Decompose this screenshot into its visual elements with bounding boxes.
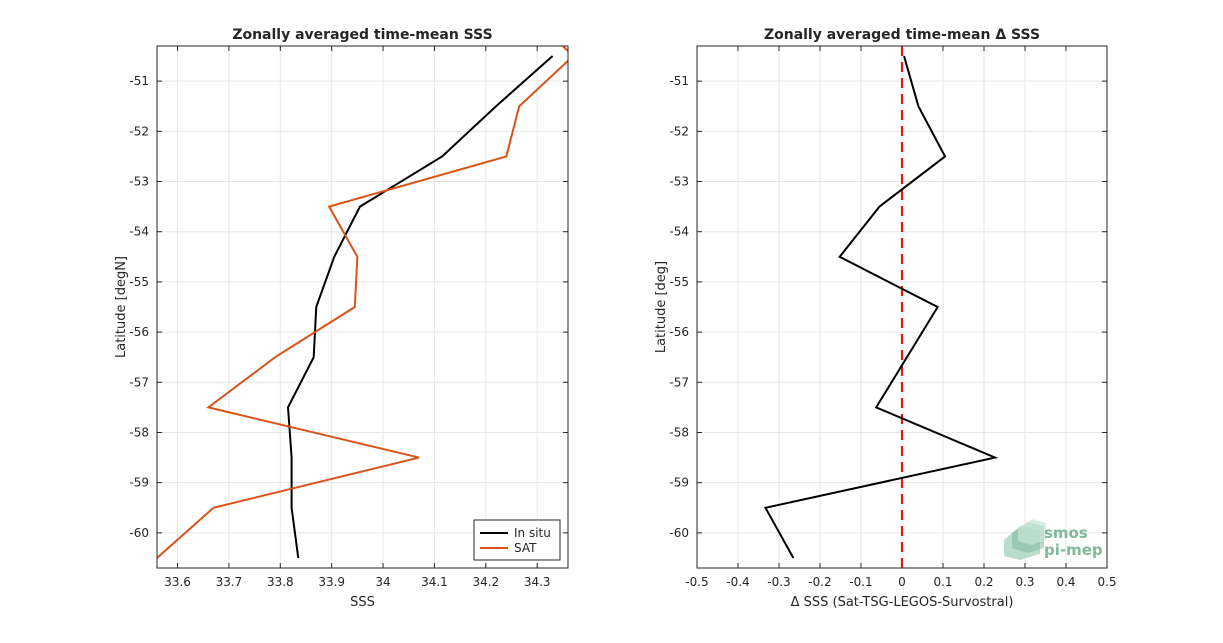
logo-line1: smos [1044, 524, 1088, 542]
y-tick-label: -53 [129, 175, 149, 189]
logo-line2: pi-mep [1044, 541, 1103, 559]
y-tick-label: -55 [129, 275, 149, 289]
y-tick-label: -54 [669, 225, 689, 239]
x-tick-label: 33.7 [216, 575, 243, 589]
x-axis-label: SSS [350, 595, 375, 610]
x-tick-label: 0.4 [1056, 575, 1075, 589]
logo-mark-icon [1004, 519, 1046, 560]
y-tick-label: -52 [129, 124, 149, 138]
y-tick-label: -56 [669, 325, 689, 339]
y-tick-label: -54 [129, 225, 149, 239]
x-tick-label: -0.4 [726, 575, 749, 589]
x-tick-label: 33.9 [318, 575, 345, 589]
plot-area [157, 46, 568, 568]
y-tick-label: -57 [669, 375, 689, 389]
axes-box [156, 45, 569, 569]
x-tick-label: -0.2 [808, 575, 831, 589]
y-tick-label: -58 [669, 425, 689, 439]
series-line-in-situ [286, 55, 554, 559]
smos-pi-mep-logo: smos pi-mep [1004, 519, 1103, 560]
left-panel: 33.6 33.7 33.8 33.9 34 34.1 34.2 34.3 -51 -52 -53 -… [114, 27, 569, 610]
series-line-sat [157, 46, 568, 559]
x-tick-label: -0.5 [685, 575, 708, 589]
y-tick-label: -52 [669, 124, 689, 138]
x-tick-label: 34.2 [472, 575, 499, 589]
x-axis-label: Δ SSS (Sat-TSG-LEGOS-Survostral) [791, 595, 1014, 610]
axes-box [696, 45, 1108, 569]
y-tick-label: -58 [129, 425, 149, 439]
x-tick-label: 34.1 [421, 575, 448, 589]
y-tick-label: -60 [669, 526, 689, 540]
x-tick-label: 33.6 [164, 575, 191, 589]
legend-box [473, 519, 561, 561]
y-tick-label: -55 [669, 275, 689, 289]
x-tick-label: 0.1 [933, 575, 952, 589]
x-tick-label: 0 [898, 575, 906, 589]
x-tick-label: 0.2 [974, 575, 993, 589]
y-tick-label: -51 [669, 74, 689, 88]
x-tick-label: 0.5 [1097, 575, 1116, 589]
x-tick-label: -0.3 [767, 575, 790, 589]
chart-title: Zonally averaged time-mean Δ SSS [764, 27, 1040, 43]
y-tick-label: -51 [129, 74, 149, 88]
x-tick-label: 34.3 [524, 575, 551, 589]
y-tick-label: -59 [669, 476, 689, 490]
y-tick-label: -53 [669, 175, 689, 189]
legend-label: In situ [514, 526, 551, 540]
x-tick-label: 34 [375, 575, 390, 589]
legend-label: SAT [514, 541, 537, 555]
y-axis-label: Latitude [degN] [114, 256, 129, 358]
chart-title: Zonally averaged time-mean SSS [232, 27, 492, 43]
y-axis-label: Latitude [deg] [654, 261, 669, 353]
y-tick-label: -56 [129, 325, 149, 339]
series-line-delta-sss [763, 55, 999, 559]
right-panel: -0.5 -0.4 -0.3 -0.2 -0.1 0 0.1 0.2 0.3 0.4 0.5 -51 -… [654, 27, 1117, 610]
x-tick-label: 33.8 [267, 575, 294, 589]
y-tick-label: -60 [129, 526, 149, 540]
y-tick-label: -57 [129, 375, 149, 389]
x-tick-label: 0.3 [1015, 575, 1034, 589]
y-tick-label: -59 [129, 476, 149, 490]
x-tick-label: -0.1 [849, 575, 872, 589]
